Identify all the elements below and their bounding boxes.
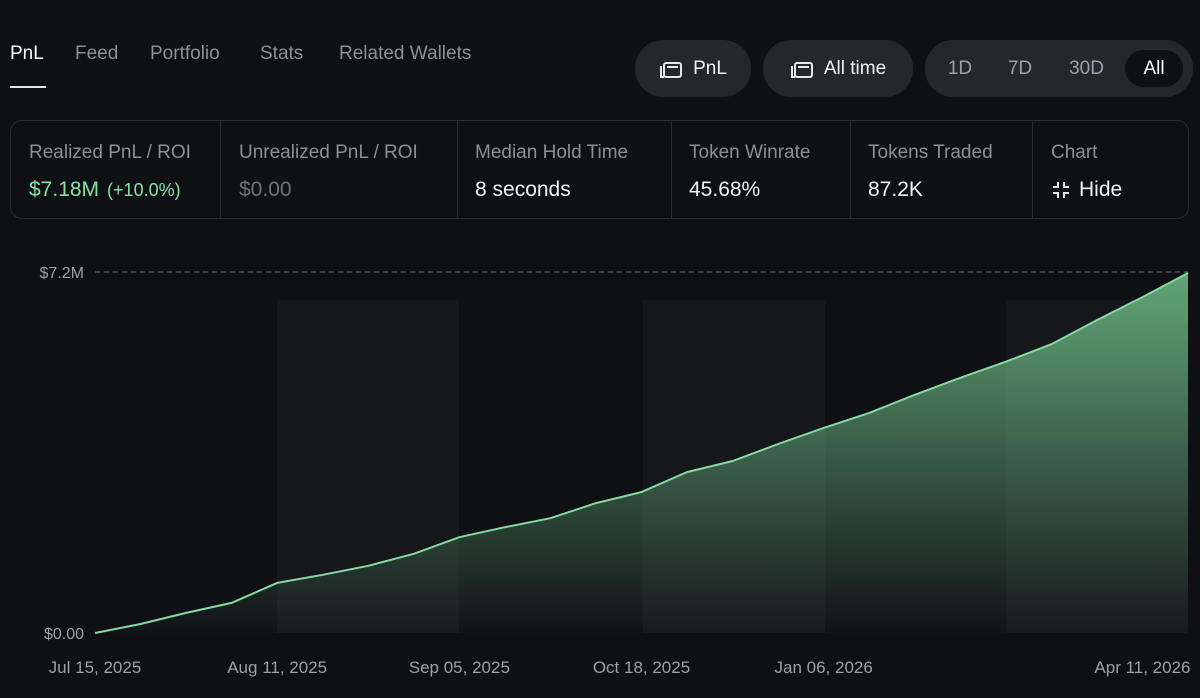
stat-label: Chart (1051, 142, 1098, 163)
icon (1053, 182, 1069, 198)
button-label: All time (823, 57, 887, 79)
stat-label: Tokens Traded (868, 142, 993, 163)
x-tick-label: Jan 06, 2026 (775, 658, 873, 677)
divider (1032, 121, 1033, 218)
range-group: 1D 7D 30D All (925, 40, 1193, 97)
tab[interactable]: Stats (260, 43, 304, 64)
divider (220, 121, 221, 218)
pnl-button[interactable]: PnL (635, 40, 751, 97)
divider (850, 121, 851, 218)
stat-label: Token Winrate (689, 142, 811, 163)
y-tick-label: $0.00 (44, 626, 84, 643)
tab[interactable]: PnL (10, 43, 44, 64)
range-option[interactable]: 1D (947, 58, 973, 79)
tab[interactable]: Portfolio (150, 43, 220, 64)
stat-value: $0.00 (239, 178, 292, 201)
x-tick-label: Aug 11, 2025 (227, 658, 327, 677)
divider (457, 121, 458, 218)
hide-chart[interactable]: Hide (1051, 178, 1122, 202)
stat-value: $7.18M (+10.0%) (29, 178, 181, 202)
divider (671, 121, 672, 218)
x-tick-label: Jul 15, 2025 (49, 658, 142, 677)
tab[interactable]: Related Wallets (339, 43, 472, 64)
stat-value: 87.2K (868, 178, 923, 201)
area (95, 273, 1188, 633)
stat-label: Median Hold Time (475, 142, 629, 163)
period-button[interactable]: All time (763, 40, 913, 97)
stat-label: Unrealized PnL / ROI (239, 142, 418, 163)
range-option[interactable]: All (1125, 50, 1183, 87)
tab[interactable]: Feed (75, 43, 119, 64)
stat-label: Realized PnL / ROI (29, 142, 191, 163)
x-tick-label: Sep 05, 2025 (409, 658, 510, 677)
stat-value: 8 seconds (475, 178, 571, 201)
icon (790, 61, 813, 78)
line (94, 272, 1189, 634)
range-option[interactable]: 7D (1007, 58, 1033, 79)
realized-value: $7.18M (29, 178, 100, 201)
chart: $0.00 $7.2M Jul 15, 2025 Aug 11, 2025 Sep 05… (40, 265, 1191, 677)
icon (660, 61, 683, 78)
stats-panel: Realized PnL / ROI $7.18M (+10.0%) Unreal… (10, 120, 1189, 219)
tab-underline (10, 86, 46, 88)
x-tick-label: Apr 11, 2026 (1094, 658, 1190, 677)
x-tick-label: Oct 18, 2025 (593, 658, 690, 677)
y-tick-label: $7.2M (40, 265, 84, 282)
stat-value: 45.68% (689, 178, 761, 201)
hide-label: Hide (1079, 178, 1123, 201)
button-label: PnL (693, 57, 727, 79)
range-option[interactable]: 30D (1069, 58, 1104, 79)
roi: (+10.0%) (107, 179, 181, 200)
